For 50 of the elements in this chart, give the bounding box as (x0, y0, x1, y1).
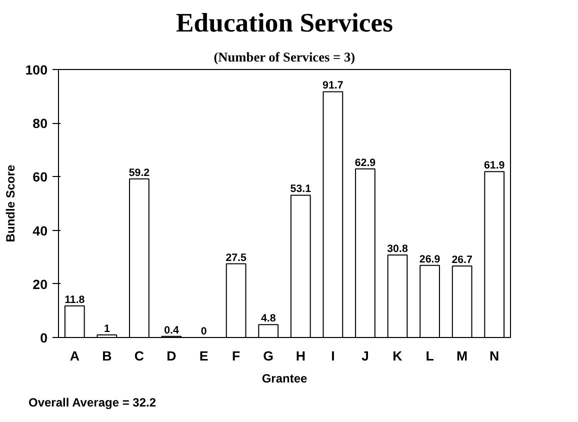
y-axis-title: Bundle Score (3, 164, 18, 242)
bar (129, 178, 150, 338)
x-tick-label: M (456, 348, 468, 364)
x-tick-label: D (166, 348, 177, 364)
x-tick-label: K (392, 348, 403, 364)
x-tick-label: B (102, 348, 112, 364)
x-tick-label: I (331, 348, 335, 364)
chart-title: Education Services (176, 8, 393, 38)
data-label: 53.1 (290, 183, 312, 196)
y-tick-label: 0 (40, 330, 48, 346)
y-tick-label: 60 (32, 170, 48, 185)
bar (484, 171, 505, 338)
y-tick-label: 80 (32, 116, 48, 132)
data-label: 62.9 (354, 156, 376, 169)
x-tick-label: L (426, 348, 434, 364)
bar (322, 91, 344, 338)
bar (64, 305, 85, 338)
data-label: 0 (200, 326, 207, 338)
bar (355, 168, 376, 338)
x-tick-label: G (263, 348, 274, 364)
x-tick-label: E (199, 348, 208, 364)
x-tick-label: C (134, 348, 144, 364)
x-tick-label: A (70, 348, 80, 364)
data-label: 1 (104, 322, 110, 335)
x-tick-label: F (232, 348, 240, 364)
bar (387, 254, 408, 338)
data-label: 4.8 (260, 312, 276, 325)
data-label: 91.7 (322, 80, 344, 92)
x-tick-label: N (490, 348, 500, 364)
bar (290, 194, 311, 338)
data-label: 59.2 (128, 166, 150, 179)
data-label: 61.9 (484, 160, 505, 172)
text: Overall Average = 32.2 (28, 396, 156, 410)
x-tick-label: H (296, 348, 306, 364)
data-label: 27.5 (226, 252, 247, 264)
x-axis-title: Grantee (262, 372, 308, 386)
bar (420, 264, 440, 338)
data-label: 26.7 (452, 254, 473, 266)
data-label: 11.8 (64, 294, 85, 306)
data-label: 26.9 (419, 253, 440, 266)
bar (452, 265, 472, 338)
data-label: 0.4 (164, 324, 179, 336)
data-label: 30.8 (387, 242, 408, 255)
y-tick-label: 100 (25, 62, 48, 78)
x-tick-label: J (362, 348, 369, 364)
chart-subtitle: (Number of Services = 3) (214, 50, 356, 64)
y-tick-label: 40 (32, 223, 48, 238)
bar (226, 263, 246, 338)
y-tick-label: 20 (32, 276, 48, 292)
bar (258, 324, 279, 338)
